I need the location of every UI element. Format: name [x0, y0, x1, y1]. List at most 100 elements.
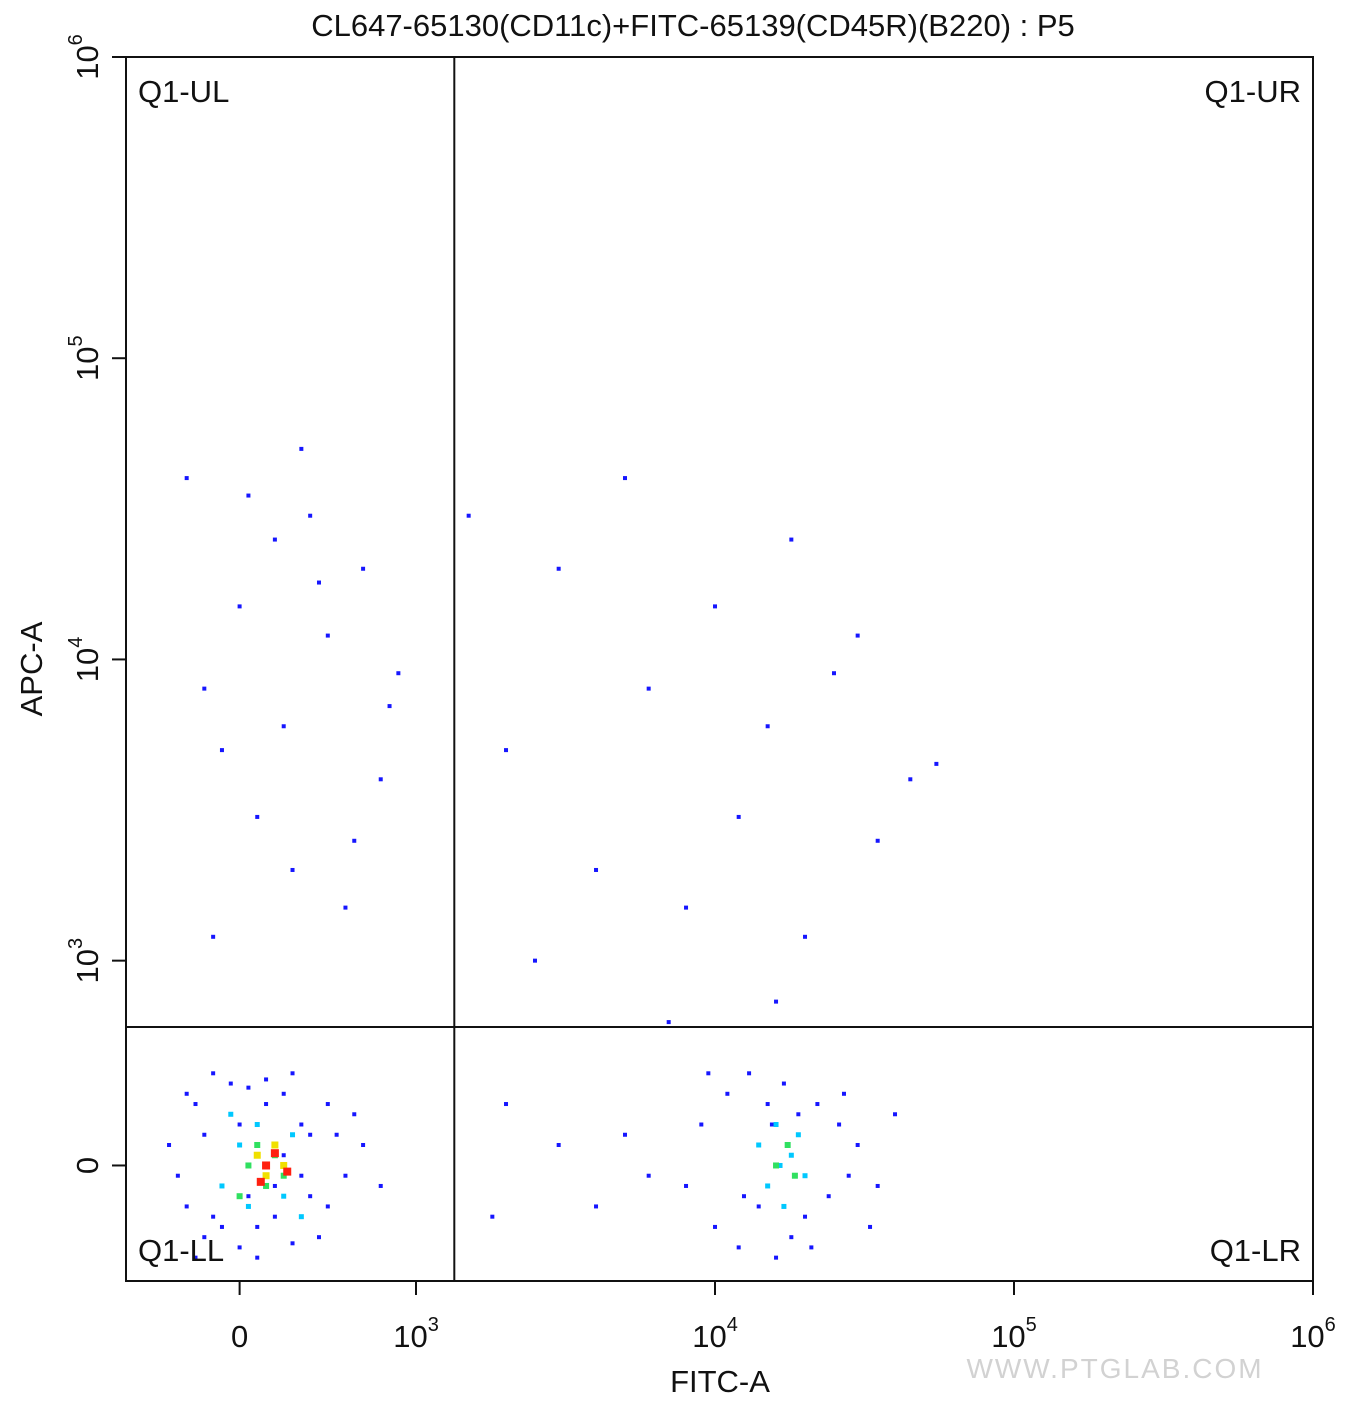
point — [254, 1122, 260, 1128]
point — [272, 537, 277, 542]
point — [167, 1142, 172, 1147]
y-tick-label: 0 — [70, 1157, 105, 1174]
point — [841, 1091, 846, 1096]
point — [774, 1255, 779, 1260]
point — [256, 1177, 265, 1186]
point — [361, 1142, 366, 1147]
point — [765, 724, 770, 729]
x-tick-exp: 5 — [1026, 1314, 1037, 1336]
point — [281, 724, 286, 729]
y-tick-base: 10 — [70, 648, 105, 682]
point — [271, 1141, 279, 1149]
point — [255, 1224, 260, 1229]
point — [325, 1102, 330, 1107]
watermark: WWW.PTGLAB.COM — [966, 1353, 1263, 1384]
point — [773, 1122, 779, 1128]
point — [290, 1132, 296, 1138]
point — [594, 1204, 599, 1209]
point — [184, 1204, 189, 1209]
x-axis-label: FITC-A — [670, 1364, 770, 1399]
point — [532, 958, 537, 963]
point — [184, 476, 189, 481]
point — [765, 1183, 771, 1189]
point — [623, 1132, 628, 1137]
x-tick-base: 10 — [692, 1319, 726, 1354]
point — [803, 934, 808, 939]
point — [387, 704, 392, 709]
point — [378, 1183, 383, 1188]
x-tick-exp: 3 — [428, 1314, 439, 1336]
point — [237, 604, 242, 609]
point — [308, 1132, 313, 1137]
point — [308, 513, 313, 518]
point — [706, 1071, 711, 1076]
quadrant-label: Q1-LR — [1210, 1233, 1301, 1268]
point — [352, 1112, 357, 1117]
point — [699, 1122, 704, 1127]
points — [167, 446, 939, 1260]
x-tick-exp: 4 — [727, 1314, 738, 1336]
quadrant-label: Q1-LL — [138, 1233, 224, 1268]
point — [290, 867, 295, 872]
point — [803, 1214, 808, 1219]
y-tick-label: 104 — [65, 637, 105, 683]
point — [396, 671, 401, 676]
y-tick-exp: 5 — [65, 335, 87, 346]
point — [777, 1162, 783, 1168]
point — [255, 1255, 260, 1260]
point — [795, 1132, 801, 1138]
point — [802, 1173, 808, 1179]
point — [272, 1214, 277, 1219]
point — [298, 1214, 304, 1220]
point — [769, 1122, 774, 1127]
point — [343, 1173, 348, 1178]
point — [280, 1161, 288, 1169]
point — [868, 1224, 873, 1229]
point — [837, 1122, 842, 1127]
point — [815, 1102, 820, 1107]
point — [237, 1245, 242, 1250]
chart-title: CL647-65130(CD11c)+FITC-65139(CD45R)(B22… — [311, 8, 1075, 43]
point — [281, 1153, 286, 1158]
point — [666, 1020, 671, 1025]
point — [325, 633, 330, 638]
x-tick-base: 10 — [991, 1319, 1025, 1354]
point — [263, 1182, 270, 1189]
point — [264, 1077, 269, 1082]
point — [299, 1173, 304, 1178]
point — [831, 671, 836, 676]
point — [725, 1091, 730, 1096]
point — [490, 1214, 495, 1219]
point — [325, 1204, 330, 1209]
point — [875, 1183, 880, 1188]
point — [684, 905, 689, 910]
point — [211, 934, 216, 939]
point — [784, 1141, 791, 1148]
point — [280, 1172, 287, 1179]
point — [228, 1081, 233, 1086]
point — [684, 1183, 689, 1188]
point — [175, 1173, 180, 1178]
point — [556, 1142, 561, 1147]
point — [334, 1132, 339, 1137]
point — [855, 633, 860, 638]
point — [378, 777, 383, 782]
point — [466, 513, 471, 518]
point — [264, 1102, 269, 1107]
quadrant-label: Q1-UL — [138, 74, 229, 109]
point — [875, 838, 880, 843]
y-tick-base: 10 — [70, 45, 105, 79]
point — [646, 686, 651, 691]
point — [281, 1193, 287, 1199]
point — [290, 1071, 295, 1076]
point — [556, 566, 561, 571]
point — [236, 1193, 243, 1200]
quadrant-label: Q1-UR — [1205, 74, 1301, 109]
point — [788, 1152, 794, 1158]
point — [747, 1071, 752, 1076]
point — [211, 1071, 216, 1076]
point — [272, 1183, 277, 1188]
x-tick-label: 105 — [991, 1314, 1037, 1354]
x-tick-base: 10 — [393, 1319, 427, 1354]
